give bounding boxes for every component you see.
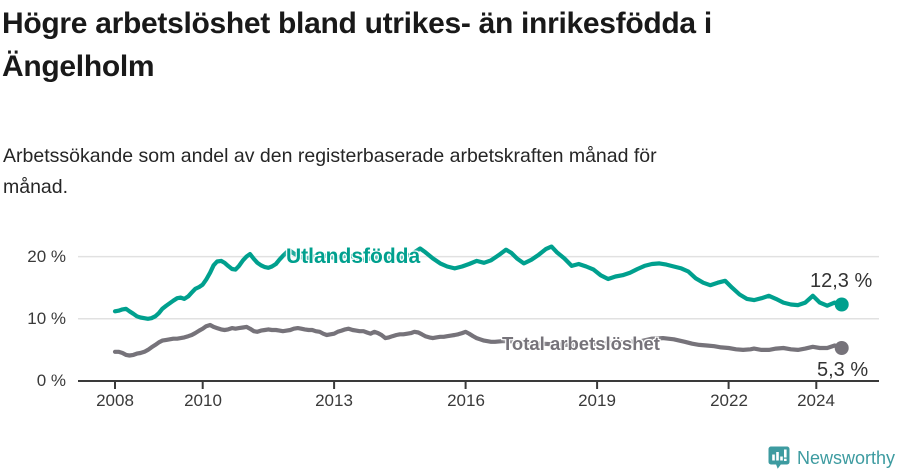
newsworthy-brand: Newsworthy (768, 446, 895, 470)
logo-exclamation-stem (783, 449, 787, 458)
chart-subtitle-line1: Arbetssökande som andel av den registerb… (3, 145, 657, 167)
logo-bar-1 (772, 454, 775, 461)
chart-subtitle: Arbetssökande som andel av den registerb… (3, 141, 843, 203)
chart-title-line1: Högre arbetslöshet bland utrikes- än inr… (2, 7, 712, 40)
series-end-dot-utlandsfodda (834, 297, 849, 312)
newsworthy-logo-icon (768, 446, 790, 469)
y-axis-label-20: 20 % (27, 247, 66, 266)
brand-name: Newsworthy (796, 447, 895, 468)
x-axis-label-2013: 2013 (315, 391, 353, 410)
chart-title: Högre arbetslöshet bland utrikes- än inr… (2, 2, 872, 88)
series-label-utlandsfodda: Utlandsfödda (286, 245, 421, 268)
x-axis-label-2016: 2016 (447, 391, 485, 410)
x-axis-label-2024: 2024 (797, 391, 835, 410)
logo-bar-2 (776, 452, 779, 461)
series-line-total-arbetsloshet (112, 322, 844, 358)
end-value-label-total-arbetsloshet: 5,3 % (817, 359, 869, 381)
y-axis-label-0: 0 % (36, 371, 66, 390)
x-axis-label-2008: 2008 (96, 391, 134, 410)
series-line-utlandsfodda (112, 244, 844, 321)
logo-exclamation-dot (783, 458, 787, 461)
y-axis-label-10: 10 % (27, 309, 66, 328)
series-label-total-arbetsloshet: Total arbetslöshet (502, 333, 660, 354)
x-axis-label-2019: 2019 (578, 391, 616, 410)
chart-subtitle-line2: månad. (3, 176, 69, 198)
series-end-dot-total-arbetsloshet (834, 341, 849, 355)
chart-title-line2: Ängelholm (2, 50, 155, 83)
logo-bar-3 (780, 456, 783, 461)
x-axis-label-2022: 2022 (710, 391, 748, 410)
x-axis-label-2010: 2010 (184, 391, 222, 410)
end-value-label-utlandsfodda: 12,3 % (810, 270, 873, 292)
